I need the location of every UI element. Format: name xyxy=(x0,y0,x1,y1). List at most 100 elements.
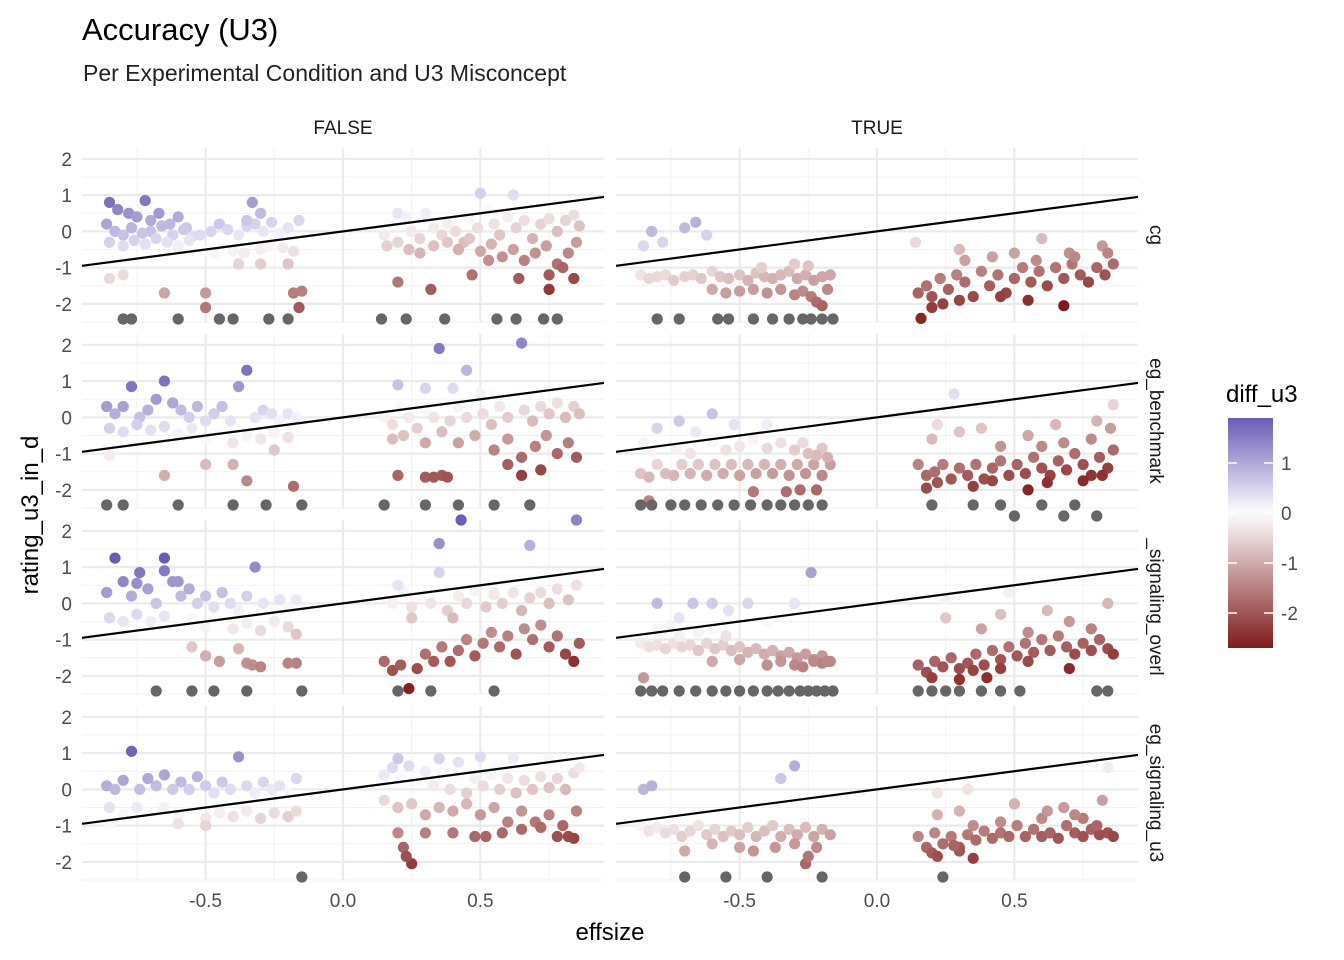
data-point xyxy=(1069,648,1081,660)
data-point xyxy=(1019,637,1031,649)
data-point xyxy=(200,590,212,602)
data-point xyxy=(488,685,500,697)
data-point xyxy=(995,654,1007,666)
data-point xyxy=(378,655,390,668)
data-point xyxy=(268,444,280,456)
data-point xyxy=(543,269,555,281)
data-point xyxy=(290,772,302,785)
data-point xyxy=(986,832,999,844)
reference-line xyxy=(616,381,1138,453)
data-point xyxy=(268,807,280,819)
data-point xyxy=(375,313,388,325)
data-point xyxy=(208,685,220,697)
data-point xyxy=(821,655,834,668)
x-tick-label: -0.5 xyxy=(723,891,756,912)
reference-line xyxy=(616,195,1138,267)
data-point xyxy=(150,233,162,245)
data-point xyxy=(783,313,795,325)
facet-panel xyxy=(616,148,1138,323)
y-tick-label: -1 xyxy=(55,259,72,280)
data-point xyxy=(1107,258,1119,270)
data-point xyxy=(474,187,486,199)
data-point xyxy=(527,634,539,646)
data-point xyxy=(800,269,812,281)
data-point xyxy=(543,408,555,420)
data-point xyxy=(507,586,519,599)
data-point xyxy=(161,236,173,248)
data-point xyxy=(158,610,170,622)
data-point xyxy=(461,634,473,646)
data-point xyxy=(926,433,938,445)
data-point xyxy=(684,639,696,651)
data-point xyxy=(461,364,473,376)
data-point xyxy=(263,240,275,252)
data-point xyxy=(507,753,519,765)
data-point xyxy=(931,787,944,799)
data-point xyxy=(1044,644,1056,657)
data-point xyxy=(665,499,677,511)
data-point xyxy=(290,628,302,640)
data-point xyxy=(392,827,404,839)
data-point xyxy=(257,225,269,237)
data-point xyxy=(145,807,157,819)
data-point xyxy=(441,471,453,483)
data-point xyxy=(1036,634,1048,646)
data-point xyxy=(241,214,253,227)
data-point xyxy=(213,807,225,819)
data-point xyxy=(1058,272,1070,285)
data-point xyxy=(502,816,514,828)
data-point xyxy=(1022,655,1034,668)
data-point xyxy=(995,499,1007,511)
data-point xyxy=(436,426,448,438)
data-point xyxy=(529,247,541,259)
data-point xyxy=(183,783,195,796)
data-point xyxy=(414,233,426,245)
data-point xyxy=(411,663,423,675)
data-point xyxy=(125,222,138,234)
data-point xyxy=(986,475,999,487)
data-point xyxy=(761,442,773,454)
data-point xyxy=(414,247,426,259)
data-point xyxy=(518,254,530,266)
data-point xyxy=(646,780,658,792)
data-point xyxy=(1028,451,1040,463)
data-point xyxy=(802,448,814,460)
legend-tick-label: 1 xyxy=(1281,454,1292,475)
data-point xyxy=(1008,272,1021,285)
y-tick-label: 2 xyxy=(61,336,72,357)
data-point xyxy=(912,830,924,843)
data-point xyxy=(953,426,966,438)
data-point xyxy=(651,597,663,610)
data-point xyxy=(233,229,245,241)
reference-line xyxy=(82,195,604,267)
data-point xyxy=(712,313,724,325)
data-point xyxy=(200,415,212,427)
data-point xyxy=(1093,634,1106,646)
data-point xyxy=(293,214,305,227)
data-point xyxy=(673,415,685,427)
data-point xyxy=(734,469,746,481)
data-point xyxy=(172,818,184,830)
data-point xyxy=(559,783,572,796)
data-point xyxy=(568,832,580,844)
data-point xyxy=(109,783,121,796)
y-tick-label: 2 xyxy=(61,150,72,171)
data-point xyxy=(400,313,412,325)
data-point xyxy=(241,429,253,442)
data-point xyxy=(502,630,514,642)
data-point xyxy=(224,783,236,796)
data-point xyxy=(494,783,506,796)
data-point xyxy=(775,772,787,785)
data-point xyxy=(469,830,481,843)
data-point xyxy=(975,422,988,434)
facet-panel xyxy=(616,706,1138,881)
data-point xyxy=(397,841,409,854)
data-point xyxy=(378,411,390,423)
data-point xyxy=(937,838,949,850)
data-point xyxy=(975,265,988,277)
data-point xyxy=(257,597,269,610)
data-point xyxy=(227,313,239,325)
data-point xyxy=(233,643,245,655)
data-point xyxy=(103,272,116,285)
